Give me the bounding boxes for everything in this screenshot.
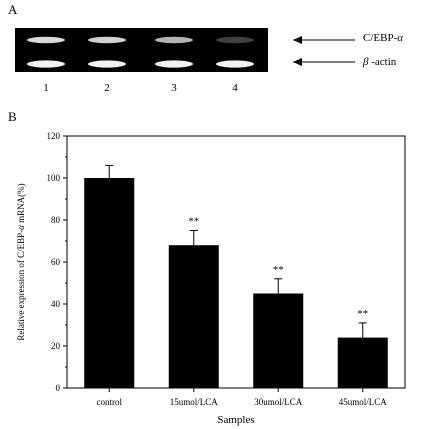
y-tick-label: 120 [47, 131, 61, 141]
significance-label: ** [273, 264, 284, 276]
arrow-actin [293, 58, 355, 66]
gel-band [88, 36, 126, 44]
arrow-cebp [293, 36, 355, 44]
x-tick-label: control [97, 397, 123, 407]
band-label-cebp: C/EBP-α [363, 32, 403, 44]
panel-b: B 0 20 40 60 80 100 120 control 15umol/LCA ** 30um… [8, 109, 406, 426]
lane-label: 1 [43, 82, 49, 94]
gel-band [27, 60, 65, 68]
lane-label: 2 [104, 82, 110, 94]
gel-band [216, 36, 254, 44]
panel-b-label: B [8, 109, 17, 124]
lane-label: 3 [171, 82, 177, 94]
panel-a: A 1 2 3 4 C/EBP-α β -actin [8, 2, 403, 94]
y-axis-label: Relative expression of C/EBP-α mRNA(%) [16, 183, 26, 340]
gel-bands [27, 36, 254, 68]
y-tick-label: 60 [51, 257, 61, 267]
bar [84, 178, 135, 388]
gel-band [155, 60, 193, 68]
bar [168, 245, 219, 388]
gel-band [27, 36, 65, 44]
gel-band [216, 60, 254, 68]
gel-band [88, 60, 126, 68]
bar [253, 293, 304, 388]
y-tick-label: 0 [56, 383, 61, 393]
x-tick-label: 15umol/LCA [170, 397, 219, 407]
y-tick-label: 20 [51, 341, 61, 351]
y-tick-label: 40 [51, 299, 61, 309]
significance-label: ** [188, 216, 199, 228]
band-label-actin: β -actin [362, 56, 397, 68]
x-tick-label: 30umol/LCA [254, 397, 303, 407]
bar-chart: 0 20 40 60 80 100 120 control 15umol/LCA ** 30umol… [47, 131, 406, 407]
y-tick-label: 100 [47, 173, 61, 183]
bar [337, 337, 388, 388]
significance-label: ** [357, 308, 368, 320]
x-axis-label: Samples [217, 414, 254, 426]
panel-a-label: A [8, 2, 18, 17]
x-tick-label: 45umol/LCA [339, 397, 388, 407]
lane-labels: 1 2 3 4 [43, 82, 238, 94]
gel-band [155, 36, 193, 44]
y-tick-label: 80 [51, 215, 61, 225]
lane-label: 4 [232, 82, 238, 94]
